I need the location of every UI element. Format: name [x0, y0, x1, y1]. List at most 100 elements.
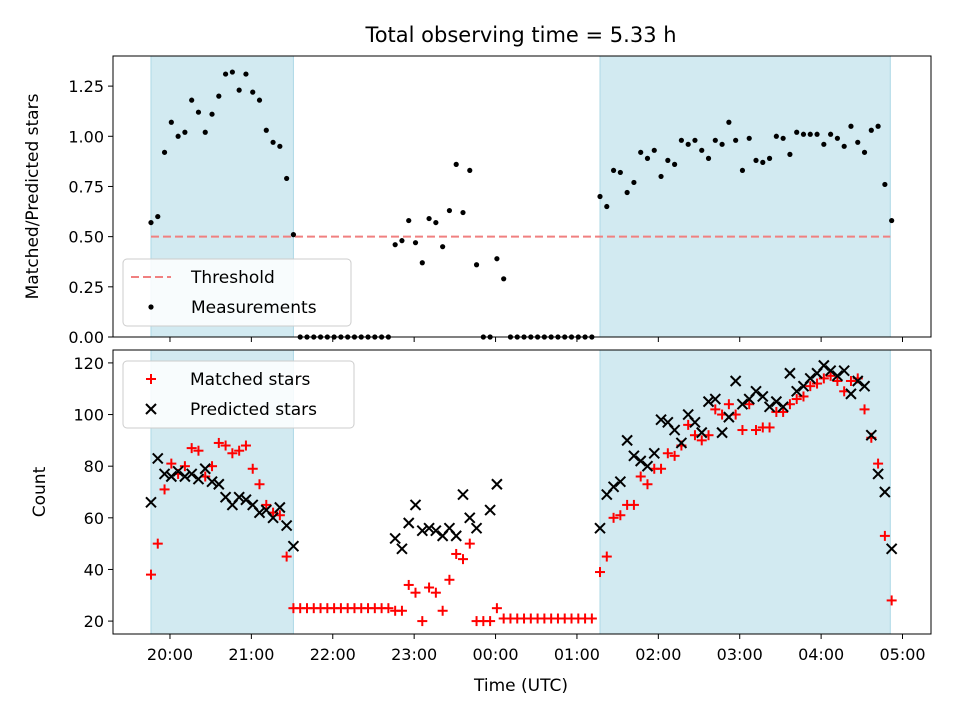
matched-star-point [159, 484, 170, 495]
matched-star-point [744, 399, 755, 410]
cross-b [416, 525, 429, 537]
measurement-point [453, 161, 459, 167]
predicted-star-point [872, 468, 884, 480]
measurement-point [828, 131, 834, 137]
cross-b [253, 506, 266, 519]
measurement-point [222, 71, 229, 77]
cross-b [872, 468, 884, 480]
measurement-point [644, 155, 651, 161]
measurement-point [794, 129, 800, 135]
matched-star-point [451, 548, 462, 559]
matched-star-point [751, 425, 762, 436]
matched-star-point [798, 391, 809, 402]
matched-star-point [723, 399, 734, 410]
legend: Matched stars Predicted stars [122, 360, 355, 429]
predicted-star-point [628, 450, 640, 462]
measurement-point [773, 133, 779, 139]
predicted-star-point [470, 522, 483, 534]
matched-star-point [186, 443, 197, 454]
measurement-point [855, 139, 861, 145]
cross-b [689, 416, 701, 428]
shaded-region [599, 55, 891, 338]
measurement-point [651, 147, 657, 153]
count-panel: 20 40 60 80 100 120 20:00 21:00 22:00 23:00 00:00 0… [30, 349, 932, 664]
measurement-point [739, 167, 746, 174]
matched-star-point [879, 530, 890, 541]
cross-b [287, 540, 300, 552]
measurement-point [638, 149, 644, 155]
measurement-point [250, 89, 256, 95]
matched-star-point [281, 551, 292, 562]
measurement-point [236, 87, 242, 93]
cross-b [389, 532, 401, 545]
cross-b [443, 522, 456, 534]
predicted-star-point [845, 388, 857, 400]
x-tick-label: 22:00 [310, 645, 356, 664]
measurement-point [604, 203, 610, 210]
x-tick-label: 00:00 [472, 645, 518, 664]
matched-star-point [403, 579, 414, 590]
cross-b [247, 499, 259, 511]
measurement-point [665, 157, 671, 163]
measurement-point [841, 143, 847, 149]
predicted-star-point [491, 478, 503, 490]
cross-b [879, 486, 891, 498]
cross-b [770, 395, 783, 408]
measurement-point [263, 127, 269, 133]
predicted-star-point [484, 504, 496, 516]
measurement-point [494, 256, 500, 262]
cross-b [260, 504, 272, 516]
measurement-point [229, 69, 235, 75]
predicted-star-point [763, 401, 776, 413]
cross-b [628, 450, 640, 462]
predicted-star-point [736, 398, 749, 410]
measurement-point [719, 141, 725, 147]
x-tick-label: 02:00 [635, 645, 681, 664]
legend-threshold-label: Threshold [190, 268, 275, 288]
cross-b [668, 424, 681, 436]
cross-b [403, 517, 415, 529]
predicted-star-point [750, 385, 762, 398]
matched-star-point [396, 605, 407, 616]
predicted-star-point [757, 390, 769, 403]
y-tick-label: 40 [84, 560, 104, 579]
measurement-point [814, 131, 820, 137]
measurement-point [868, 127, 874, 133]
cross-b [852, 375, 864, 387]
matched-star-point [166, 458, 177, 469]
predicted-star-point [233, 491, 245, 503]
measurement-point [597, 193, 603, 200]
measurement-point [672, 161, 678, 167]
legend-measurement-swatch [148, 304, 154, 310]
matched-star-point [818, 373, 829, 384]
cross-b [219, 491, 232, 503]
measurement-point [216, 93, 222, 99]
cross-b [865, 429, 878, 441]
cross-b [233, 491, 245, 503]
predicted-star-point [430, 525, 442, 537]
cross-b [172, 465, 184, 478]
measurement-point [277, 143, 283, 149]
predicted-star-point [206, 475, 218, 488]
measurement-point [473, 262, 480, 268]
y-tick-label: 1.00 [68, 127, 104, 146]
matched-star-point [628, 499, 639, 510]
cross-b [464, 512, 476, 524]
matched-star-point [805, 381, 816, 392]
cross-b [594, 522, 606, 534]
matched-star-point [845, 375, 856, 386]
matched-star-point [608, 512, 619, 523]
cross-b [831, 370, 844, 382]
legend: Threshold Measurements [122, 258, 352, 327]
matched-star-point [778, 406, 789, 417]
measurement-point [399, 238, 405, 244]
x-tick-label: 01:00 [554, 645, 600, 664]
legend-box [122, 258, 352, 327]
measurement-point [189, 97, 195, 103]
x-tick-label: 03:00 [717, 645, 763, 664]
measurement-point [726, 119, 732, 125]
measurement-point [834, 135, 840, 141]
measurement-point [501, 276, 507, 282]
measurement-point [392, 242, 398, 248]
y-tick-label: 0.50 [68, 228, 104, 247]
